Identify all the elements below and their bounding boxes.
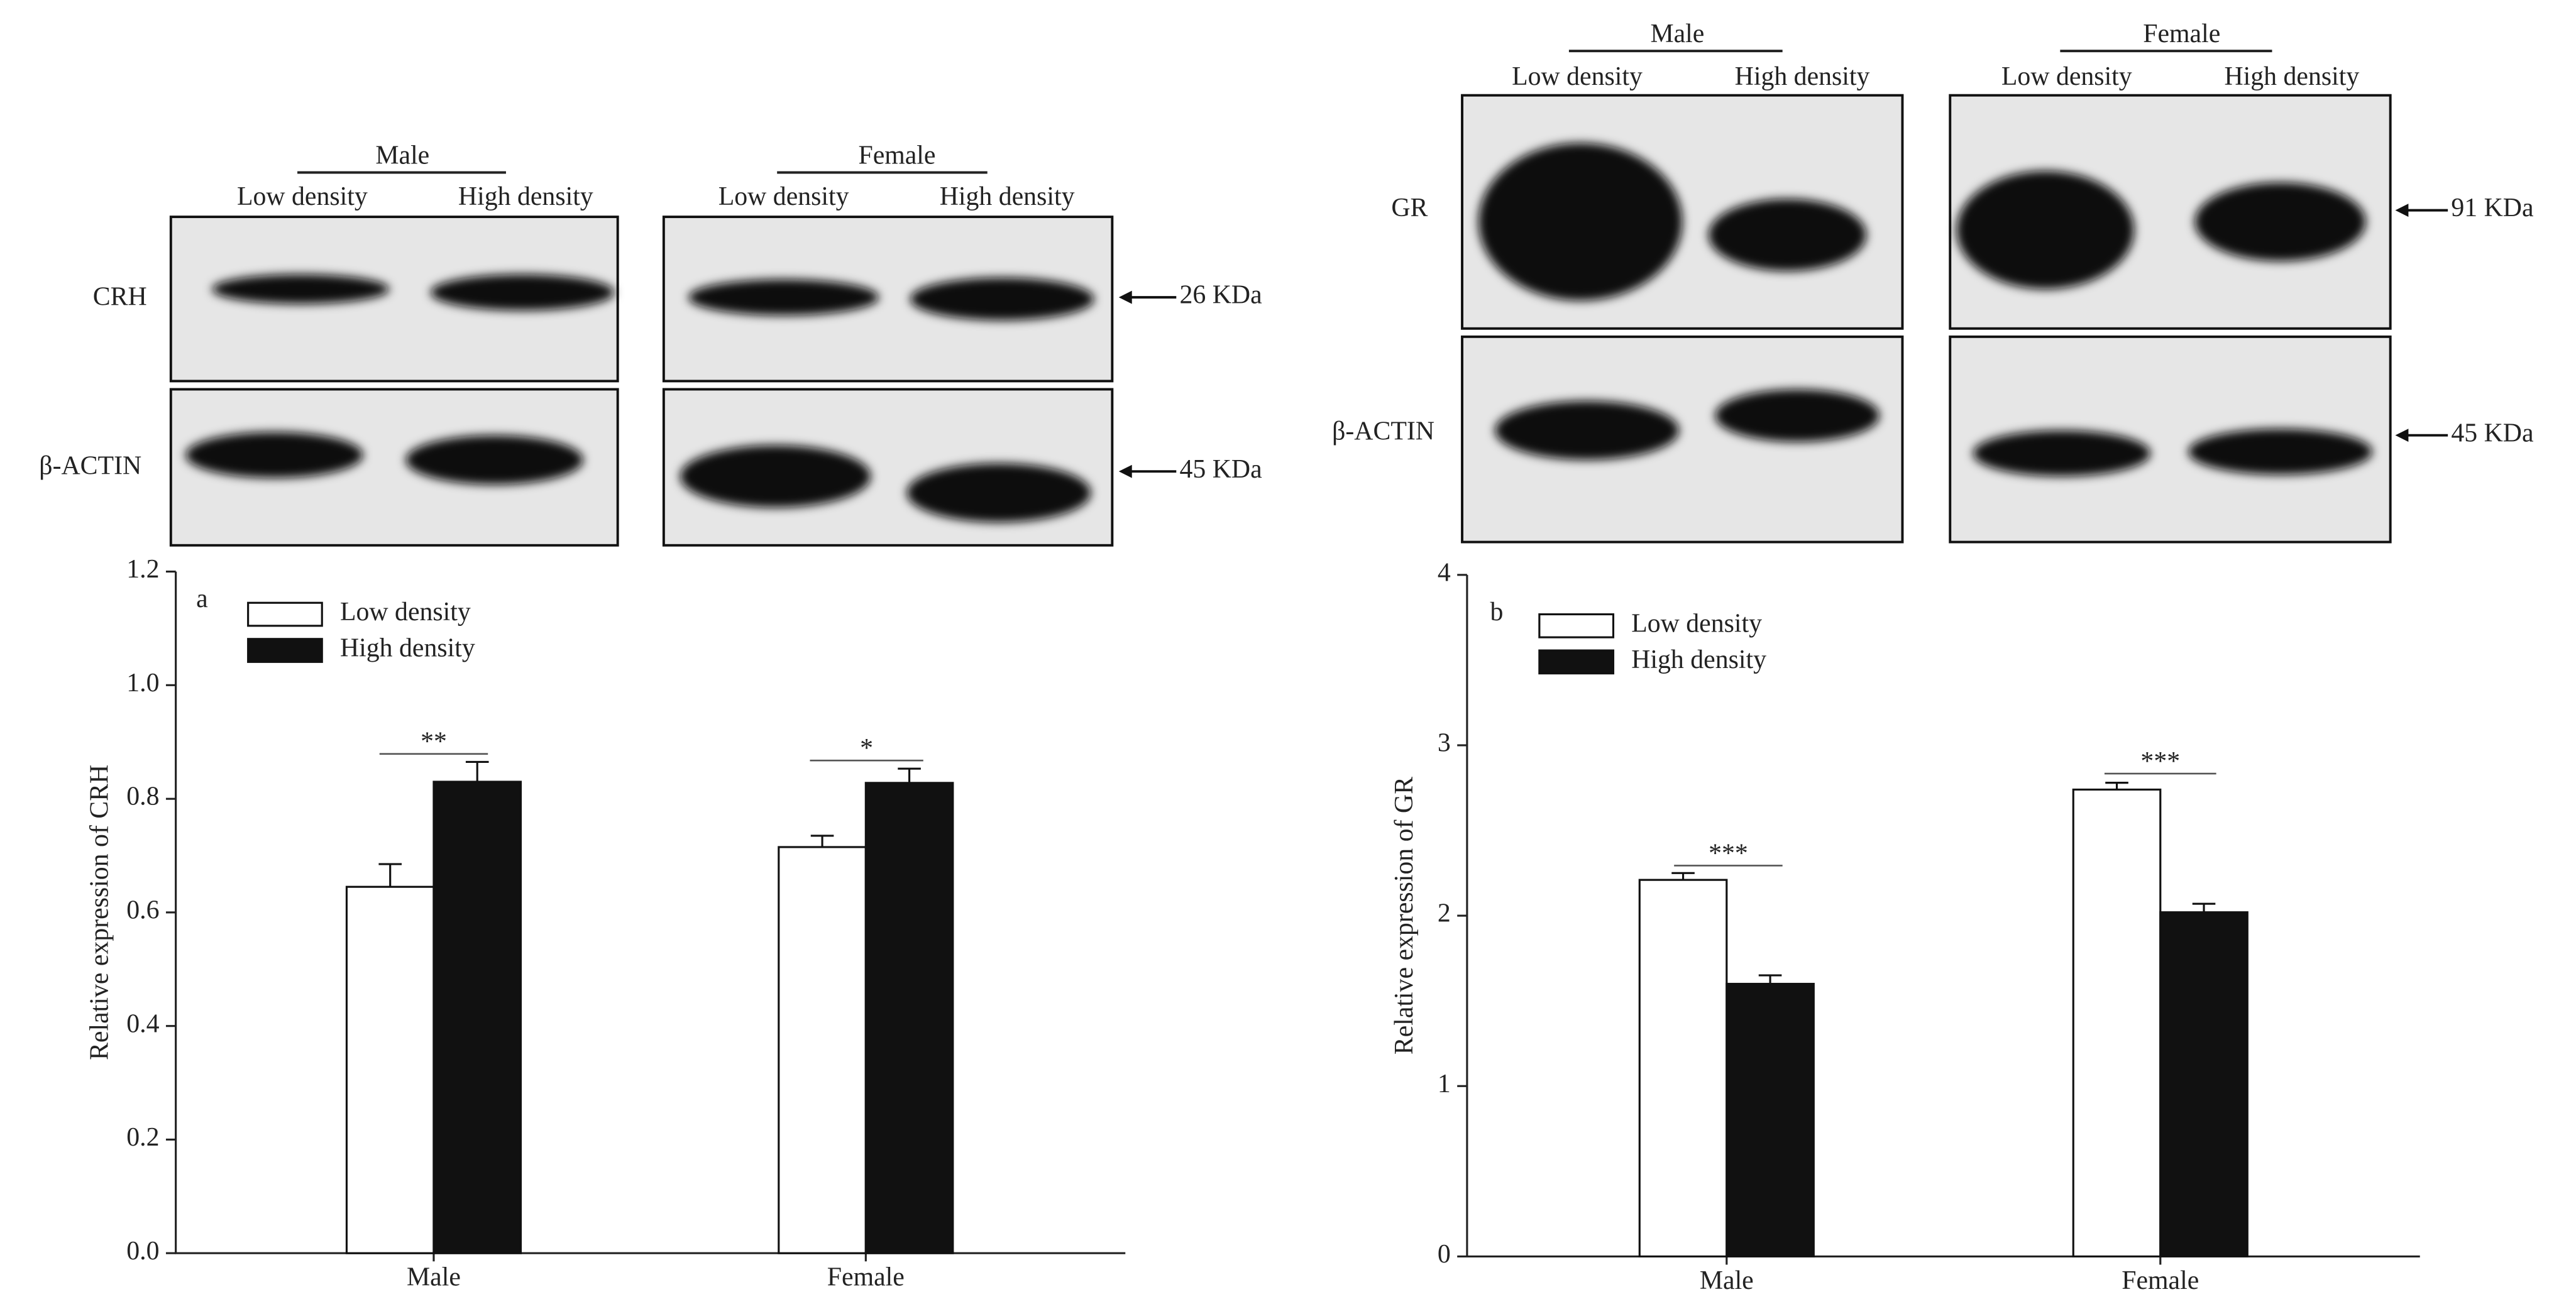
blot-lane-label: High density — [940, 182, 1075, 211]
blot-lane-label: Low density — [1512, 62, 1643, 91]
bar — [2159, 911, 2248, 1258]
significance-label: * — [860, 734, 873, 763]
blot-band — [2194, 182, 2366, 261]
y-tick-label: 0 — [1438, 1240, 1451, 1269]
blot-band — [1956, 170, 2134, 290]
marker-arrowhead — [2395, 429, 2409, 442]
blot-band-label: β-ACTIN — [1332, 417, 1434, 446]
marker-label: 26 KDa — [1180, 281, 1262, 310]
legend-swatch — [247, 601, 323, 627]
bar — [2072, 788, 2162, 1258]
panel-label: b — [1490, 598, 1503, 627]
bar — [778, 846, 867, 1254]
blot-band — [1478, 143, 1683, 301]
y-tick-label: 0.2 — [126, 1123, 159, 1152]
y-axis-label: Relative expression of CRH — [85, 765, 114, 1060]
bar — [432, 780, 522, 1254]
blot-band — [680, 445, 871, 508]
bar — [1638, 879, 1728, 1258]
x-tick-label: Female — [2122, 1266, 2199, 1295]
blot-band — [910, 277, 1094, 320]
y-tick-label: 0.6 — [126, 895, 159, 924]
legend-swatch — [1538, 649, 1615, 675]
blot-lane-label: Low density — [237, 182, 368, 211]
significance-label: *** — [2140, 747, 2180, 776]
blot-lane-label: Low density — [718, 182, 849, 211]
legend-label: High density — [1631, 645, 1766, 674]
blot-band — [405, 435, 583, 485]
blot-band — [1973, 430, 2151, 477]
legend-swatch — [247, 638, 323, 663]
blot-band — [1709, 199, 1866, 271]
panel-label: a — [196, 584, 208, 613]
y-tick-label: 1.0 — [126, 669, 159, 698]
bar — [1726, 983, 1815, 1258]
marker-arrowhead — [2395, 204, 2409, 217]
blot-lane-label: High density — [1735, 62, 1870, 91]
axis — [1466, 574, 2420, 1258]
blot-group-label: Male — [375, 141, 429, 170]
blot-group-label: Male — [1650, 19, 1704, 48]
y-tick-label: 0.8 — [126, 782, 159, 811]
x-tick-label: Female — [827, 1263, 905, 1292]
blot-group-label: Female — [2143, 19, 2220, 48]
legend-label: Low density — [1631, 609, 1762, 638]
y-tick-label: 1.2 — [126, 555, 159, 584]
blot-band — [1495, 400, 1680, 460]
blot-band — [1715, 389, 1880, 442]
y-tick-label: 0.0 — [126, 1237, 159, 1266]
y-tick-label: 1 — [1438, 1070, 1451, 1098]
marker-label: 91 KDa — [2451, 194, 2533, 222]
blot-group-label: Female — [858, 141, 935, 170]
legend-swatch — [1538, 613, 1615, 638]
marker-label: 45 KDa — [1180, 455, 1262, 484]
legend-label: High density — [340, 634, 475, 663]
y-tick-label: 3 — [1438, 729, 1451, 758]
y-axis-label: Relative expression of GR — [1390, 777, 1419, 1054]
marker-label: 45 KDa — [2451, 419, 2533, 447]
blot-band-label: CRH — [93, 282, 147, 311]
blot-lane-label: High density — [458, 182, 593, 211]
marker-arrowhead — [1118, 290, 1132, 304]
blot-band — [906, 463, 1091, 523]
blot-band — [212, 274, 390, 304]
blot-band — [2188, 429, 2372, 475]
blot-band — [185, 432, 363, 478]
axis — [175, 571, 1126, 1254]
bar — [345, 885, 435, 1254]
blot-band-label: GR — [1391, 194, 1428, 222]
blot-lane-label: Low density — [2001, 62, 2132, 91]
marker-arrowhead — [1118, 464, 1132, 478]
significance-label: *** — [1709, 839, 1748, 868]
legend-label: Low density — [340, 598, 471, 627]
y-tick-label: 0.4 — [126, 1009, 159, 1038]
blot-lane-label: High density — [2224, 62, 2359, 91]
blot-band — [688, 279, 879, 315]
bar — [864, 782, 954, 1254]
y-tick-label: 4 — [1438, 558, 1451, 587]
blot-band-label: β-ACTIN — [39, 452, 141, 481]
x-tick-label: Male — [1700, 1266, 1754, 1295]
significance-label: ** — [421, 728, 447, 757]
blot-band — [430, 274, 615, 311]
x-tick-label: Male — [407, 1263, 461, 1292]
y-tick-label: 2 — [1438, 899, 1451, 928]
